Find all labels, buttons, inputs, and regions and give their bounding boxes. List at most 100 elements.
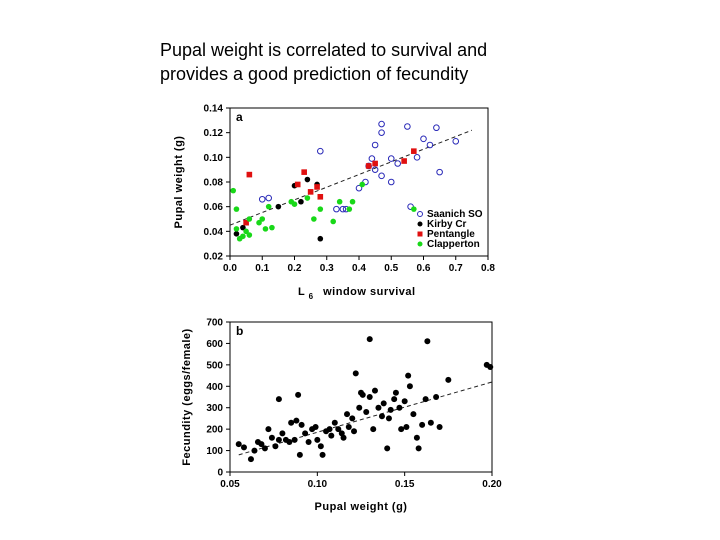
chart-b-point-fecundity — [305, 439, 312, 445]
chart-b-point-fecundity — [331, 419, 338, 426]
chart-a-point-saanich-so — [420, 135, 427, 143]
chart-b-point-fecundity — [366, 394, 373, 400]
chart-b-point-fecundity — [380, 400, 387, 407]
chart-b-y-tick-label: 600 — [206, 339, 223, 350]
chart-a-point-saanich-so — [368, 155, 376, 162]
legend-marker-kirby-cr — [417, 221, 423, 227]
chart-b-point-fecundity — [427, 419, 434, 426]
chart-a-x-tick-label: 0.8 — [481, 263, 495, 274]
chart-a-point-pentangle — [314, 184, 320, 190]
chart-b-point-fecundity — [288, 419, 295, 426]
chart-a-y-tick-label: 0.06 — [204, 202, 224, 213]
chart-b-y-tick-label: 500 — [206, 360, 223, 371]
slide-title-line-1: Pupal weight is correlated to survival a… — [160, 40, 488, 60]
chart-b-point-fecundity — [385, 415, 392, 422]
chart-b-point-fecundity — [251, 447, 258, 454]
legend-marker-pentangle — [417, 231, 423, 237]
chart-a-x-tick-label: 0.7 — [449, 263, 463, 274]
chart-a-point-saanich-so — [333, 205, 340, 213]
chart-a-point-saanich-so — [378, 172, 385, 180]
chart-b-point-fecundity — [258, 441, 265, 448]
chart-a-point-clapperton — [230, 187, 237, 194]
chart-b-point-fecundity — [272, 443, 279, 450]
chart-a-x-tick-label: 0.5 — [384, 263, 398, 274]
chart-b-y-tick-label: 0 — [217, 468, 223, 479]
chart-b-point-fecundity — [235, 441, 242, 448]
chart-b-point-fecundity — [419, 421, 426, 428]
chart-b-x-label: Pupal weight (g) — [315, 501, 408, 513]
legend-label-saanich-so: Saanich SO — [427, 209, 483, 220]
chart-b-point-fecundity — [352, 370, 359, 377]
chart-a-y-ticks: 0.02 0.04 0.06 0.08 0.10 0.12 0.14 — [204, 104, 230, 263]
chart-b-point-fecundity — [433, 394, 440, 400]
chart-b-point-fecundity — [286, 439, 293, 445]
chart-a-point-pentangle — [365, 163, 372, 169]
chart-a-x-tick-label: 0.3 — [320, 263, 334, 274]
chart-b-trend-line — [238, 381, 493, 456]
chart-a-point-saanich-so — [371, 166, 379, 173]
chart-a-point-pentangle — [301, 169, 307, 175]
chart-a-point-saanich-so — [378, 120, 385, 128]
chart-a-y-tick-label: 0.12 — [204, 128, 224, 139]
chart-a-y-label: Pupal weight (g) — [173, 136, 185, 229]
chart-a-point-clapperton — [233, 206, 240, 212]
chart-a-point-pentangle — [294, 181, 301, 188]
chart-a-point-clapperton — [349, 198, 356, 205]
chart-b-point-fecundity — [487, 364, 494, 370]
chart-a-point-saanich-so — [378, 129, 385, 136]
chart-b-point-fecundity — [413, 434, 420, 441]
chart-a-point-kirby-cr — [317, 235, 324, 242]
chart-b-point-fecundity — [317, 443, 324, 450]
chart-b-point-fecundity — [371, 387, 378, 394]
chart-b-point-fecundity — [378, 413, 385, 420]
chart-b-point-fecundity — [247, 456, 254, 463]
chart-a-point-kirby-cr — [275, 203, 282, 210]
chart-a-x-label: L 6 window survival — [298, 286, 416, 302]
chart-a-point-clapperton — [256, 219, 262, 226]
chart-b-point-fecundity — [293, 417, 300, 424]
chart-b-point-fecundity — [345, 424, 352, 430]
chart-a-point-clapperton — [240, 233, 246, 240]
legend-label-pentangle: Pentangle — [427, 229, 475, 240]
chart-b-point-fecundity — [340, 434, 347, 441]
legend-marker-saanich-so — [417, 211, 423, 217]
chart-a-point-saanich-so — [433, 124, 440, 132]
chart-b-point-fecundity — [403, 424, 410, 430]
chart-b-point-fecundity — [275, 436, 282, 443]
chart-a-point-kirby-cr — [240, 224, 246, 231]
chart-a-point-clapperton — [346, 206, 353, 212]
chart-b-point-fecundity — [366, 336, 373, 343]
chart-a-x-tick-label: 0.2 — [288, 263, 302, 274]
slide-title-line-2: provides a good prediction of fecundity — [160, 64, 469, 84]
chart-a-x-tick-label: 0.6 — [417, 263, 431, 274]
slide-title: Pupal weight is correlated to survival a… — [160, 38, 580, 86]
chart-a-point-saanich-so — [394, 160, 402, 167]
chart-a-panel-label: a — [236, 110, 243, 124]
chart-b-point-fecundity — [328, 432, 335, 439]
chart-b-point-fecundity — [384, 445, 391, 452]
chart-a-trend-group — [229, 129, 473, 226]
chart-b-point-fecundity — [296, 451, 303, 458]
chart-a-point-clapperton — [269, 224, 275, 231]
chart-b-frame — [229, 321, 493, 473]
chart-b-y-tick-label: 100 — [206, 446, 223, 457]
chart-b-panel-label: b — [236, 324, 243, 338]
chart-b-y-tick-label: 400 — [206, 382, 223, 393]
chart-a-point-saanich-so — [387, 178, 395, 186]
chart-a-point-saanich-so — [387, 155, 395, 162]
chart-a-x-label-main: L — [298, 286, 305, 298]
chart-b-point-fecundity — [344, 411, 351, 418]
chart-a-point-saanich-so — [413, 154, 421, 161]
chart-a-point-saanich-so — [452, 138, 460, 145]
chart-b-point-fecundity — [240, 444, 247, 451]
chart-a-y-tick-label: 0.08 — [204, 178, 224, 189]
chart-b-point-fecundity — [415, 445, 422, 452]
chart-a-point-saanich-so — [371, 141, 379, 149]
chart-b-point-fecundity — [359, 391, 366, 398]
chart-b-points — [235, 336, 494, 463]
chart-b-point-fecundity — [392, 389, 399, 396]
chart-a-point-clapperton — [265, 203, 272, 210]
chart-b: b 0.05 0.10 0.15 0.20 0 100 200 300 400 500 600 70… — [181, 318, 502, 514]
chart-b-point-fecundity — [406, 383, 413, 390]
